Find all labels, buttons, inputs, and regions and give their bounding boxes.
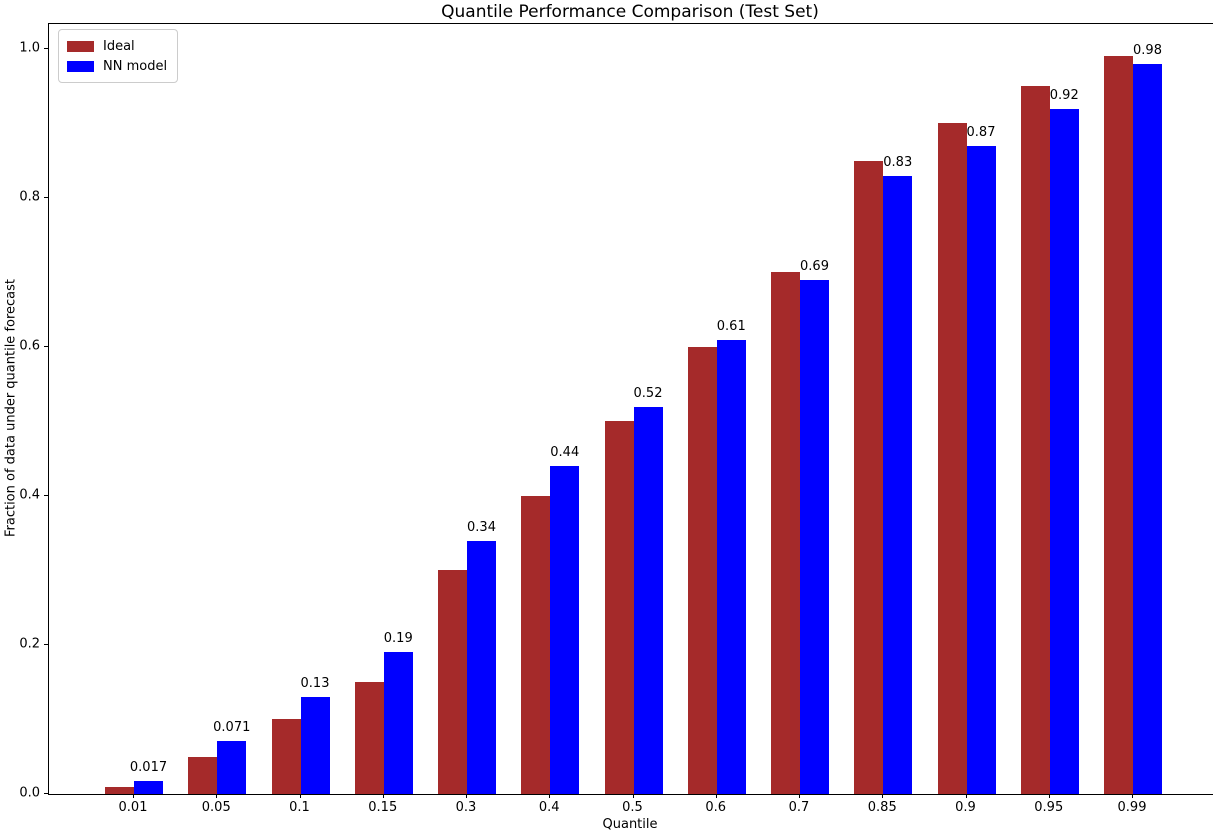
x-tick-label: 0.15 <box>368 800 398 815</box>
bar-ideal-0.99 <box>1104 56 1133 794</box>
bar-value-label: 0.83 <box>883 154 913 170</box>
y-tick-label: 0.8 <box>19 189 40 205</box>
bar-nn-model-0.5 <box>633 407 663 794</box>
bar-value-label: 0.52 <box>633 385 663 401</box>
x-tick-mark <box>216 794 218 798</box>
bar-ideal-0.9 <box>937 123 967 794</box>
x-tick-mark <box>382 794 384 798</box>
y-tick-mark <box>44 197 48 198</box>
bar-ideal-0.6 <box>687 347 717 794</box>
y-tick-mark <box>44 48 48 49</box>
y-tick-label: 0.0 <box>19 785 40 801</box>
y-tick-mark <box>44 495 48 496</box>
x-tick-label: 0.95 <box>1034 800 1064 815</box>
x-tick-label: 0.4 <box>538 800 560 815</box>
x-tick-mark <box>299 794 301 798</box>
legend-label-nn-model: NN model <box>103 58 168 74</box>
y-tick-mark <box>44 644 48 645</box>
bar-nn-model-0.3 <box>467 541 496 794</box>
x-tick-mark <box>466 794 467 798</box>
x-tick-label: 0.85 <box>867 800 897 815</box>
bar-nn-model-0.7 <box>800 280 829 794</box>
x-tick-label: 0.99 <box>1117 800 1147 815</box>
bar-value-label: 0.98 <box>1133 42 1162 58</box>
bar-nn-model-0.05 <box>217 741 247 794</box>
bar-nn-model-0.01 <box>134 781 163 794</box>
chart-title: Quantile Performance Comparison (Test Se… <box>441 2 819 22</box>
bar-ideal-0.4 <box>521 496 551 794</box>
x-tick-label: 0.9 <box>955 800 976 815</box>
legend: Ideal NN model <box>58 29 179 83</box>
bar-nn-model-0.4 <box>550 466 580 794</box>
y-tick-mark <box>44 346 48 347</box>
bar-nn-model-0.95 <box>1049 109 1079 794</box>
x-tick-mark <box>1048 794 1050 798</box>
bar-ideal-0.1 <box>271 719 301 794</box>
x-tick-mark <box>715 794 717 798</box>
bar-ideal-0.95 <box>1020 86 1050 794</box>
x-tick-label: 0.05 <box>201 800 231 815</box>
legend-label-ideal: Ideal <box>103 38 135 54</box>
bar-value-label: 0.13 <box>300 676 330 692</box>
x-tick-label: 0.3 <box>455 800 477 815</box>
plot-area <box>48 23 1213 795</box>
x-tick-label: 0.01 <box>118 800 148 815</box>
bar-value-label: 0.19 <box>383 631 413 647</box>
legend-item-ideal: Ideal <box>67 36 167 56</box>
bar-value-label: 0.071 <box>213 720 251 736</box>
x-tick-mark <box>133 794 134 798</box>
bar-value-label: 0.44 <box>550 445 580 461</box>
bar-nn-model-0.15 <box>383 652 413 794</box>
x-tick-mark <box>799 794 800 798</box>
y-tick-label: 0.4 <box>19 487 40 503</box>
legend-patch-ideal <box>67 40 94 52</box>
x-axis-label: Quantile <box>602 817 658 832</box>
x-tick-mark <box>632 794 634 798</box>
x-tick-label: 0.7 <box>788 800 810 815</box>
x-tick-label: 0.5 <box>622 800 643 815</box>
bar-value-label: 0.61 <box>716 318 746 334</box>
y-tick-mark <box>44 793 48 794</box>
bar-nn-model-0.9 <box>966 146 996 794</box>
bar-ideal-0.7 <box>771 272 800 794</box>
bar-ideal-0.3 <box>438 570 467 794</box>
bar-ideal-0.85 <box>854 161 884 794</box>
x-tick-label: 0.1 <box>289 800 310 815</box>
x-tick-mark <box>549 794 551 798</box>
bar-nn-model-0.6 <box>716 340 746 794</box>
x-tick-mark <box>965 794 967 798</box>
legend-item-nn-model: NN model <box>67 56 167 76</box>
y-tick-label: 0.6 <box>19 338 40 354</box>
x-tick-mark <box>882 794 884 798</box>
bar-ideal-0.05 <box>188 757 218 794</box>
x-tick-label: 0.6 <box>705 800 727 815</box>
bar-ideal-0.5 <box>604 421 634 794</box>
y-tick-label: 0.2 <box>19 636 40 652</box>
y-tick-label: 1.0 <box>19 40 40 56</box>
bar-nn-model-0.1 <box>300 697 330 794</box>
bar-nn-model-0.99 <box>1133 64 1162 794</box>
bar-value-label: 0.87 <box>966 124 996 140</box>
bar-value-label: 0.92 <box>1049 87 1079 103</box>
bar-ideal-0.01 <box>105 787 134 794</box>
bar-value-label: 0.69 <box>800 258 829 274</box>
x-tick-mark <box>1132 794 1133 798</box>
bar-ideal-0.15 <box>354 682 384 794</box>
legend-patch-nn-model <box>67 60 94 72</box>
bar-nn-model-0.85 <box>883 176 913 794</box>
bar-value-label: 0.34 <box>467 519 496 535</box>
bar-value-label: 0.017 <box>129 760 168 776</box>
